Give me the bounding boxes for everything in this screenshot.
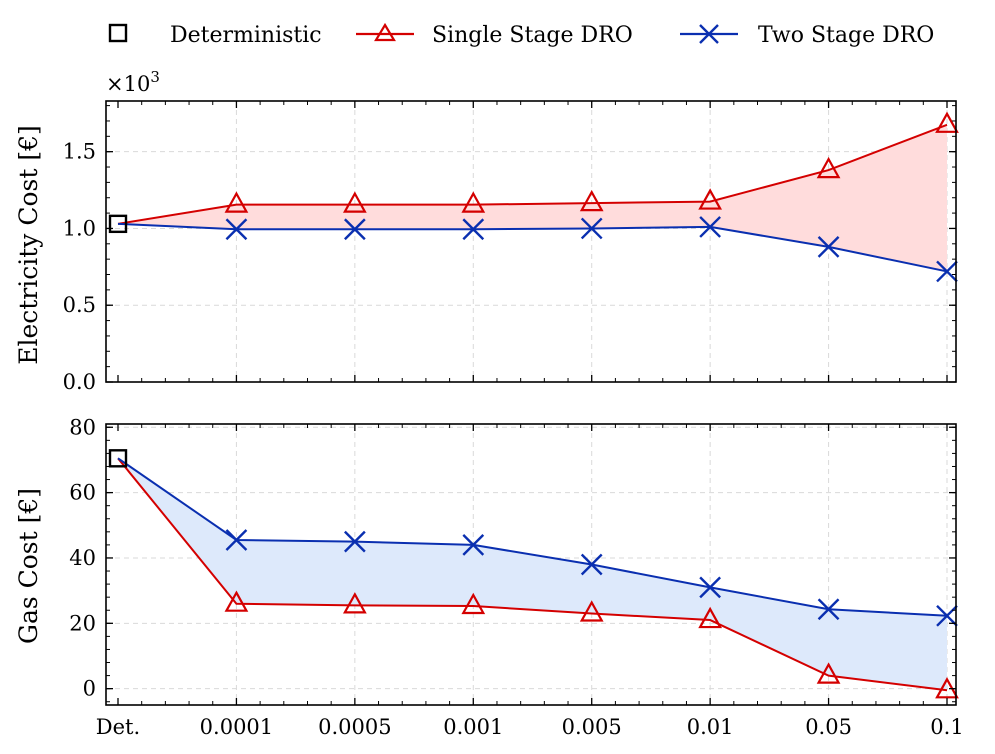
single-point-5 — [698, 606, 723, 629]
two-point-5 — [699, 576, 721, 599]
xtick-label-1: 0.0001 — [200, 715, 273, 739]
two-point-1 — [225, 218, 248, 241]
ytick-label-0: 0 — [83, 677, 96, 701]
top-panel-ylabel: Electricity Cost [€] — [14, 125, 43, 365]
deterministic-point — [108, 214, 128, 234]
two-line — [117, 457, 948, 617]
two-point-stroke-b — [699, 576, 721, 599]
legend-single-label: Single Stage DRO — [432, 23, 633, 48]
ytick-label-1: 20 — [69, 611, 96, 635]
axes-frame — [105, 423, 957, 706]
two-point-stroke-b — [936, 260, 958, 283]
legend: Deterministic Single Stage DRO Two Stage… — [108, 22, 934, 48]
xtick-label-2: 0.0005 — [318, 715, 391, 739]
two-point-stroke-b — [580, 217, 603, 240]
xtick-label-6: 0.05 — [805, 715, 852, 739]
single-line — [117, 457, 948, 692]
two-point-3 — [462, 534, 485, 556]
bottom-panel-ylabel: Gas Cost [€] — [14, 488, 43, 644]
xtick-label-3: 0.001 — [443, 715, 503, 739]
deterministic-point — [108, 449, 128, 468]
two-point-stroke-b — [936, 604, 958, 627]
shaded-region — [118, 124, 947, 272]
two-point-3 — [462, 218, 485, 241]
y-multiplier: ×103 — [106, 68, 160, 96]
legend-two-label: Two Stage DRO — [758, 23, 934, 48]
xtick-label-0: Det. — [96, 715, 140, 739]
ytick-label-1: 0.5 — [63, 293, 96, 317]
ytick-label-2: 40 — [69, 546, 96, 570]
single-point-3 — [461, 191, 486, 213]
single-point-6 — [816, 662, 841, 684]
shaded-region — [118, 458, 947, 691]
xtick-label-7: 0.1 — [930, 715, 963, 739]
two-point-stroke-b — [225, 529, 248, 551]
legend-two-x-b — [699, 24, 719, 44]
xtick-label-5: 0.01 — [687, 715, 734, 739]
two-point-2 — [344, 218, 366, 241]
two-point-6 — [817, 598, 840, 621]
single-point-1 — [224, 590, 249, 612]
two-point-stroke-b — [344, 530, 366, 553]
single-point-3 — [461, 592, 486, 615]
two-point-7 — [936, 260, 958, 283]
ytick-label-3: 1.5 — [63, 140, 96, 164]
xtick-label-4: 0.005 — [562, 715, 622, 739]
two-point-stroke-b — [817, 236, 840, 258]
two-point-5 — [699, 216, 721, 238]
two-point-7 — [936, 604, 958, 627]
ytick-label-4: 80 — [69, 415, 96, 439]
two-point-4 — [580, 217, 603, 240]
ytick-label-3: 60 — [69, 481, 96, 505]
two-point-stroke-b — [817, 598, 840, 621]
legend-single-marker — [374, 22, 396, 42]
single-point-7 — [935, 111, 959, 133]
two-point-2 — [344, 530, 366, 553]
single-point-4 — [579, 600, 604, 622]
single-point-5 — [698, 188, 723, 210]
axes-frame — [105, 100, 957, 383]
legend-deterministic-marker — [108, 23, 128, 43]
single-point-2 — [342, 592, 367, 614]
ytick-label-2: 1.0 — [63, 216, 96, 240]
single-point-1 — [224, 191, 249, 213]
ytick-label-0: 0.0 — [63, 370, 96, 394]
bottom-panel-gas: 0 20 40 60 80 Det. 0.0001 0.0005 0.001 0.005 0.01 0… — [69, 415, 963, 739]
single-point-6 — [816, 156, 841, 179]
single-line — [117, 123, 948, 225]
two-point-stroke-b — [462, 534, 485, 556]
legend-two-marker — [699, 24, 719, 44]
single-point-2 — [342, 191, 367, 213]
two-point-1 — [225, 529, 248, 551]
top-panel-electricity: 0.0 0.5 1.0 1.5 — [63, 100, 959, 394]
two-point-stroke-b — [344, 218, 366, 241]
two-point-stroke-b — [699, 216, 721, 238]
single-point-4 — [579, 189, 604, 212]
two-line — [117, 222, 948, 273]
two-point-4 — [580, 553, 603, 576]
two-point-stroke-b — [580, 553, 603, 576]
two-point-6 — [817, 236, 840, 258]
two-point-stroke-b — [462, 218, 485, 241]
two-point-stroke-b — [225, 218, 248, 241]
legend-deterministic-label: Deterministic — [170, 23, 322, 48]
